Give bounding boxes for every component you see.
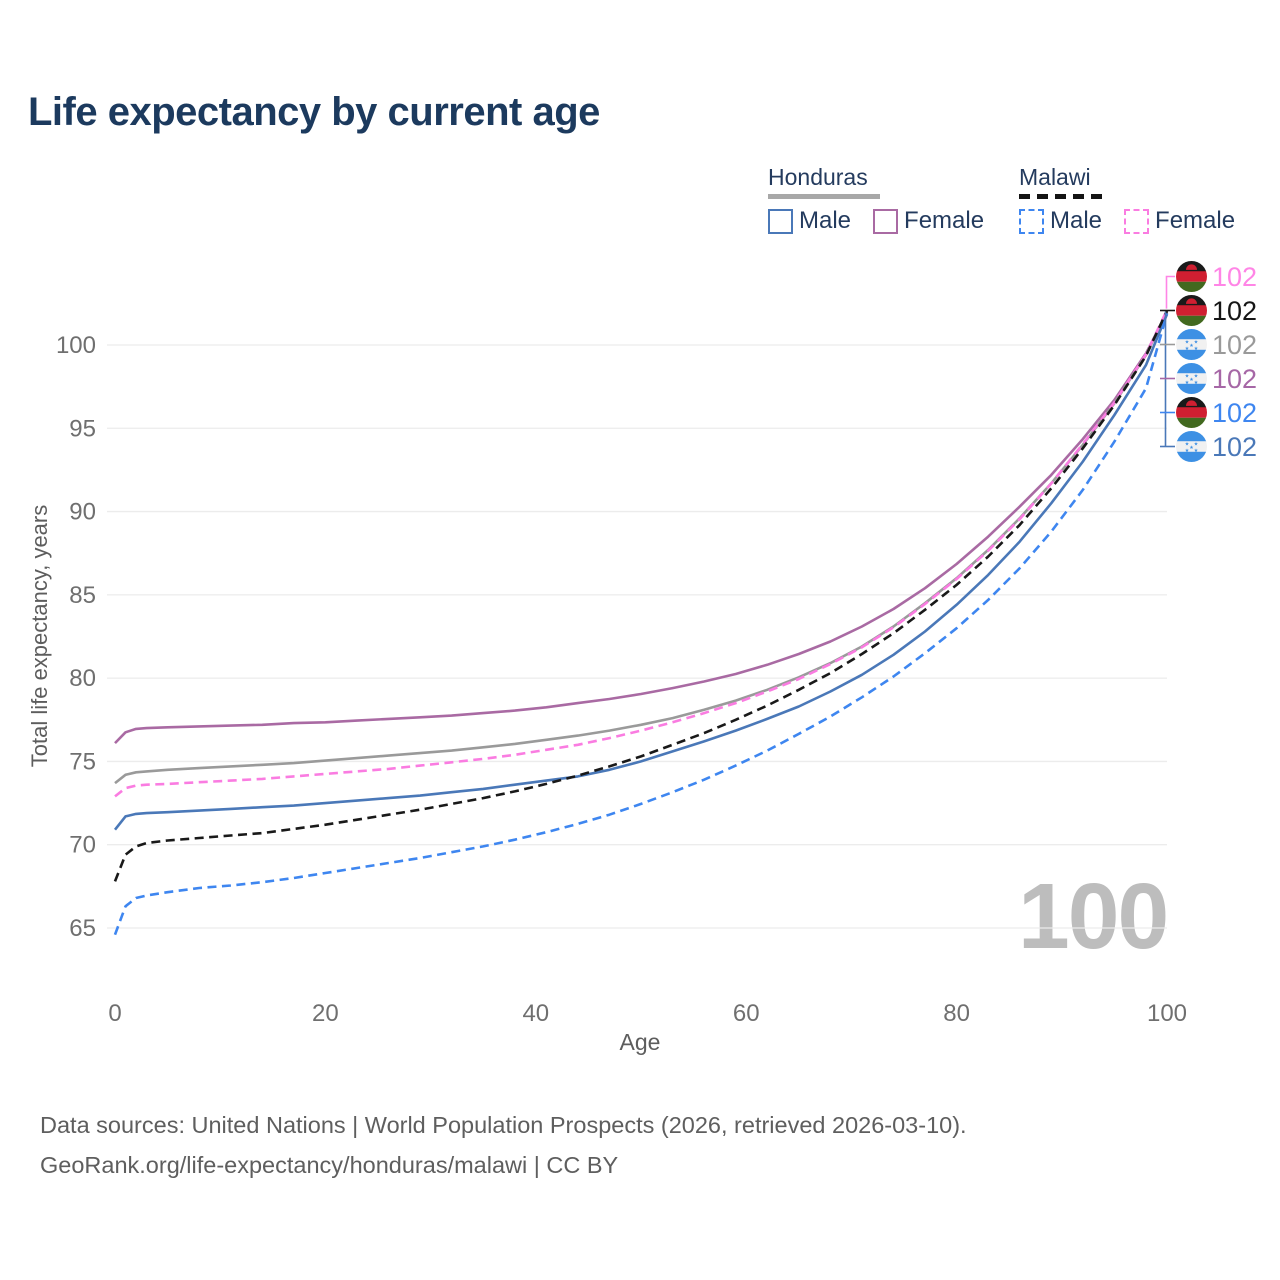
honduras-solid-line-sample — [768, 194, 880, 199]
honduras-star: ★ — [1185, 442, 1190, 448]
y-tick-65: 65 — [69, 915, 96, 942]
end-value-malawi_all: 102 — [1212, 296, 1257, 326]
malawi-flag-icon — [1176, 295, 1207, 326]
data-sources-line: Data sources: United Nations | World Pop… — [40, 1112, 967, 1138]
y-tick-75: 75 — [69, 748, 96, 775]
legend-item-malawi-male[interactable]: Male — [1019, 207, 1102, 235]
honduras-star: ★ — [1194, 380, 1199, 386]
end-value-malawi_female: 102 — [1212, 262, 1257, 292]
y-tick-100: 100 — [56, 332, 96, 359]
end-value-malawi_male: 102 — [1212, 398, 1257, 428]
honduras-star: ★ — [1189, 445, 1194, 451]
honduras-star: ★ — [1185, 346, 1190, 352]
honduras-star: ★ — [1185, 340, 1190, 346]
legend-label-honduras-male: Male — [799, 207, 852, 234]
legend: Honduras Male Female Malawi Male Female — [768, 164, 1268, 239]
series-line-honduras_female[interactable] — [114, 311, 1169, 745]
honduras-star: ★ — [1189, 377, 1194, 383]
y-tick-90: 90 — [69, 499, 96, 526]
series-line-malawi_all[interactable] — [113, 310, 1169, 882]
end-value-honduras_male: 102 — [1212, 432, 1257, 462]
series-line-honduras_all[interactable] — [114, 311, 1169, 785]
x-tick-100: 100 — [1147, 1000, 1187, 1027]
honduras-star: ★ — [1194, 340, 1199, 346]
malawi-male-swatch-icon — [1019, 208, 1044, 234]
x-tick-60: 60 — [733, 1000, 760, 1027]
end-value-honduras_all: 102 — [1212, 330, 1257, 360]
x-tick-0: 0 — [108, 1000, 121, 1027]
honduras-star: ★ — [1185, 374, 1190, 380]
y-tick-95: 95 — [69, 415, 96, 442]
y-tick-70: 70 — [69, 832, 96, 859]
legend-label-malawi-male: Male — [1050, 207, 1103, 234]
x-axis-title: Age — [620, 1029, 661, 1055]
honduras-flag-icon: ★ ★★★ ★ — [1176, 431, 1207, 462]
legend-country-malawi: Malawi — [1019, 164, 1091, 190]
legend-label-malawi-female: Female — [1155, 207, 1236, 234]
honduras-flag-icon: ★ ★★★ ★ — [1176, 329, 1207, 360]
legend-item-honduras-female[interactable]: Female — [873, 207, 984, 235]
honduras-star: ★ — [1185, 380, 1190, 386]
legend-group-malawi: Malawi Male Female — [1019, 164, 1257, 235]
honduras-star: ★ — [1194, 346, 1199, 352]
age-counter-watermark: 100 — [1018, 864, 1169, 968]
honduras-male-swatch-icon — [768, 208, 793, 234]
page-title: Life expectancy by current age — [28, 90, 600, 134]
leader-line-malawi_female — [1165, 275, 1175, 309]
legend-item-malawi-female[interactable]: Female — [1124, 207, 1235, 235]
malawi-dashed-line-sample — [1019, 194, 1107, 199]
honduras-star: ★ — [1194, 448, 1199, 454]
honduras-star: ★ — [1185, 448, 1190, 454]
honduras-female-swatch-icon — [873, 208, 899, 234]
end-value-honduras_female: 102 — [1212, 364, 1257, 394]
honduras-star: ★ — [1194, 442, 1199, 448]
x-tick-20: 20 — [312, 1000, 339, 1027]
series-line-malawi_female[interactable] — [114, 309, 1169, 798]
y-tick-85: 85 — [69, 582, 96, 609]
legend-item-honduras-male[interactable]: Male — [768, 207, 851, 235]
honduras-flag-icon: ★ ★★★ ★ — [1176, 363, 1207, 394]
series-line-honduras_male[interactable] — [113, 313, 1169, 831]
legend-label-honduras-female: Female — [904, 207, 985, 234]
attribution-line[interactable]: GeoRank.org/life-expectancy/honduras/mal… — [40, 1152, 619, 1178]
honduras-star: ★ — [1189, 343, 1194, 349]
malawi-flag-icon — [1176, 261, 1207, 292]
legend-group-honduras: Honduras Male Female — [768, 164, 1006, 235]
series-line-malawi_male[interactable] — [113, 313, 1169, 936]
x-tick-80: 80 — [943, 1000, 970, 1027]
x-tick-40: 40 — [522, 1000, 549, 1027]
honduras-star: ★ — [1194, 374, 1199, 380]
malawi-flag-icon — [1176, 397, 1207, 428]
y-axis-title: Total life expectancy, years — [27, 505, 52, 768]
footer: Data sources: United Nations | World Pop… — [40, 1105, 967, 1185]
legend-country-honduras: Honduras — [768, 164, 868, 190]
malawi-female-swatch-icon — [1124, 208, 1150, 234]
y-tick-80: 80 — [69, 665, 96, 692]
